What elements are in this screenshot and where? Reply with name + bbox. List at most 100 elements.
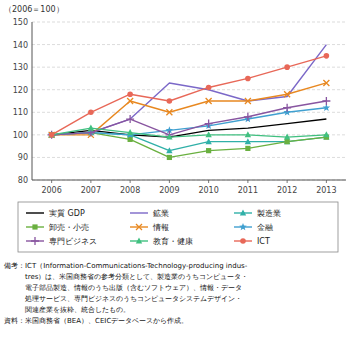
legend-label: 製造業 <box>257 209 281 218</box>
legend: 実質 GDP鉱業製造業卸売・小売情報金融専門ビジネス教育・健康ICT <box>18 202 338 252</box>
x-tick-label: 2007 <box>81 186 101 195</box>
legend-marker <box>240 238 246 244</box>
y-tick-label: 80 <box>18 176 28 185</box>
point-marker <box>167 155 172 160</box>
x-tick-label: 2009 <box>159 186 179 195</box>
point-marker <box>245 98 251 104</box>
x-tick-label: 2013 <box>316 186 336 195</box>
grid-line <box>32 180 346 181</box>
point-marker <box>205 120 213 128</box>
x-tick-label: 2006 <box>41 186 61 195</box>
legend-label: ICT <box>257 237 270 246</box>
series-line <box>52 45 327 135</box>
legend-label: 卸売・小売 <box>49 223 89 232</box>
point-marker <box>206 148 211 153</box>
point-marker <box>48 131 56 138</box>
point-marker <box>205 138 211 144</box>
note: 資料：米国商務省（BEA）、CEICデータベースから作成。 <box>4 317 188 325</box>
point-marker <box>206 98 212 104</box>
point-marker <box>285 139 290 144</box>
point-marker <box>324 53 330 59</box>
point-marker <box>284 134 290 140</box>
point-marker <box>126 115 134 123</box>
point-marker <box>88 109 94 115</box>
legend-marker <box>136 238 142 244</box>
x-axis-line <box>32 180 346 181</box>
x-tick <box>51 180 52 183</box>
point-marker <box>284 64 290 70</box>
y-axis-label: （2006＝100） <box>4 5 64 14</box>
y-axis-line <box>32 22 33 180</box>
x-tick <box>326 180 327 183</box>
y-tick-label: 140 <box>13 41 28 50</box>
y-tick-label: 100 <box>13 131 28 140</box>
point-marker <box>49 132 55 138</box>
point-marker <box>127 129 133 135</box>
plot-area <box>48 45 331 160</box>
legend-frame <box>18 202 338 252</box>
legend-label: 教育・健康 <box>153 237 193 246</box>
point-marker <box>205 131 211 137</box>
point-marker <box>323 131 329 137</box>
series-line <box>52 56 327 135</box>
grid-line <box>32 112 346 113</box>
grid-line <box>32 89 346 90</box>
series-line <box>52 101 327 135</box>
point-marker <box>127 98 133 104</box>
x-tick-label: 2012 <box>277 186 297 195</box>
chart: （2006＝100） 80 90 100 110 120 130 140 150 2006 2007… <box>0 0 356 347</box>
x-tick <box>130 180 131 183</box>
legend-label: 専門ビジネス <box>49 237 97 246</box>
x-tick <box>247 180 248 183</box>
legend-label: 鉱業 <box>153 209 169 218</box>
legend-label: 実質 GDP <box>49 209 85 218</box>
grid-line <box>32 157 346 158</box>
legend-marker <box>31 237 39 245</box>
legend-swatch <box>26 212 44 213</box>
point-marker <box>283 104 291 112</box>
point-marker <box>48 131 56 139</box>
x-tick <box>287 180 288 183</box>
point-marker <box>245 131 251 137</box>
note: 処理サービス、専門ビジネスのうちコンピュータシステムデザイン・ <box>4 295 242 303</box>
point-marker <box>245 146 250 151</box>
y-tick-label: 120 <box>13 86 28 95</box>
grid-line <box>32 44 346 45</box>
x-tick <box>90 180 91 183</box>
point-marker <box>88 125 94 131</box>
legend-marker <box>240 210 246 216</box>
point-marker <box>166 109 172 115</box>
y-tick-label: 90 <box>18 153 28 162</box>
point-marker <box>127 91 133 97</box>
point-marker <box>166 134 172 140</box>
point-marker <box>165 131 173 139</box>
note: tres）は、米国商務省の参考分類として、製造業のうちコンピュータ・ <box>4 273 248 281</box>
x-tick <box>169 180 170 183</box>
point-marker <box>206 85 212 91</box>
point-marker <box>166 147 172 153</box>
point-marker <box>49 132 55 138</box>
y-tick-label: 150 <box>13 18 28 27</box>
point-marker <box>167 98 173 104</box>
point-marker <box>284 91 290 97</box>
note: 備考：ICT（Information-Communications-Techno… <box>4 262 248 270</box>
point-marker <box>244 113 252 121</box>
grid-line <box>32 67 346 68</box>
point-marker <box>322 97 330 105</box>
x-tick-label: 2011 <box>238 186 258 195</box>
x-tick <box>208 180 209 183</box>
x-tick-label: 2008 <box>120 186 140 195</box>
point-marker <box>48 131 54 137</box>
legend-label: 金融 <box>257 223 273 232</box>
point-marker <box>48 131 54 137</box>
point-marker <box>49 132 54 137</box>
note: 電子部品製造、情報のうち出版（含むソフトウェア）、情報・データ <box>4 284 242 292</box>
series-line <box>52 108 327 135</box>
y-tick-label: 110 <box>13 108 28 117</box>
point-marker <box>245 138 251 144</box>
point-marker <box>323 80 329 86</box>
y-tick-label: 130 <box>13 63 28 72</box>
legend-swatch <box>130 212 148 213</box>
series-line <box>52 83 327 135</box>
note: 関連産業を抜粋、統合したもの。 <box>4 306 130 314</box>
